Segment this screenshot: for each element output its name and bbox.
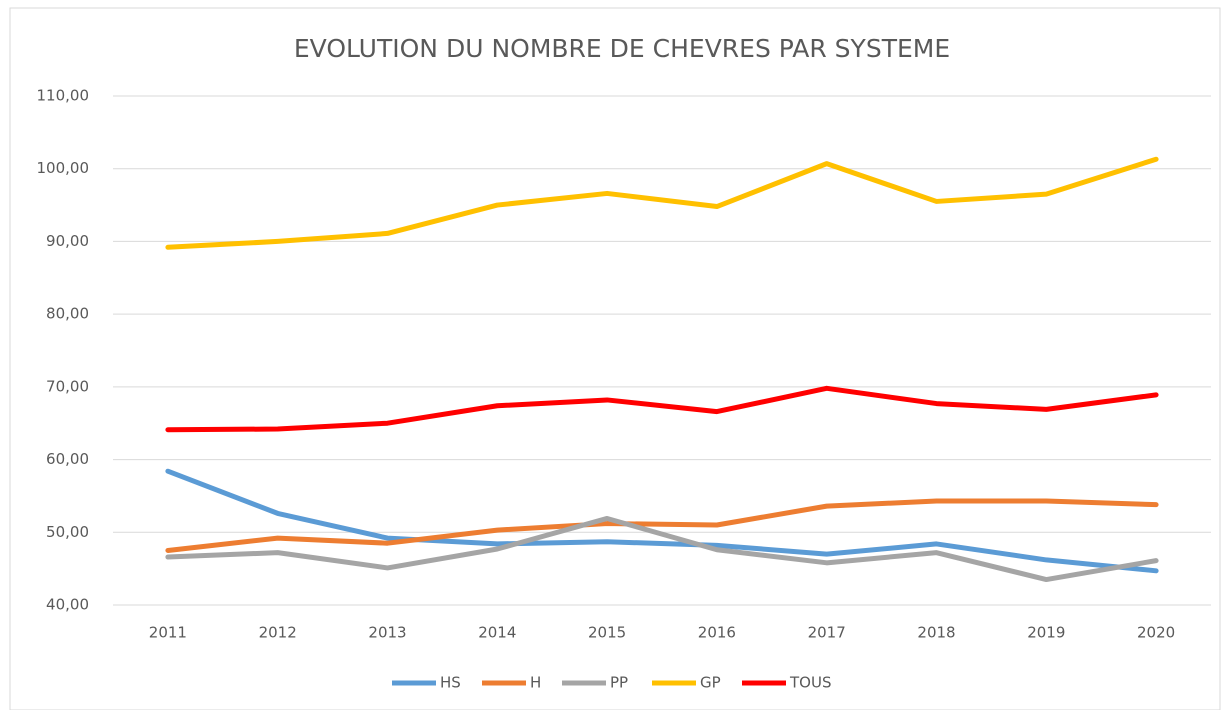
x-tick-label: 2019 (1027, 624, 1065, 642)
line-series (165, 468, 1159, 574)
line-series (165, 498, 1159, 553)
legend-label: TOUS (789, 674, 831, 692)
x-tick-label: 2014 (478, 624, 516, 642)
x-tick-label: 2018 (917, 624, 955, 642)
y-tick-label: 100,00 (37, 159, 90, 177)
y-tick-label: 70,00 (46, 377, 89, 395)
legend-label: GP (700, 674, 721, 692)
line-series (165, 515, 1159, 583)
legend-label: HS (440, 674, 461, 692)
x-tick-label: 2013 (368, 624, 406, 642)
y-tick-label: 80,00 (46, 305, 89, 323)
legend-label: PP (610, 674, 628, 692)
y-tick-label: 90,00 (46, 232, 89, 250)
line-series (165, 385, 1159, 433)
chart-border (9, 7, 1221, 710)
chart-title: EVOLUTION DU NOMBRE DE CHEVRES PAR SYSTE… (294, 34, 950, 63)
legend-label: H (530, 674, 541, 692)
y-tick-label: 40,00 (46, 596, 89, 614)
line-series (165, 156, 1159, 250)
x-tick-label: 2020 (1137, 624, 1175, 642)
x-tick-label: 2012 (259, 624, 297, 642)
x-tick-label: 2011 (149, 624, 187, 642)
y-tick-label: 50,00 (46, 523, 89, 541)
y-tick-label: 60,00 (46, 450, 89, 468)
x-tick-label: 2017 (808, 624, 846, 642)
x-tick-label: 2016 (698, 624, 736, 642)
x-tick-label: 2015 (588, 624, 626, 642)
y-tick-label: 110,00 (37, 87, 90, 105)
